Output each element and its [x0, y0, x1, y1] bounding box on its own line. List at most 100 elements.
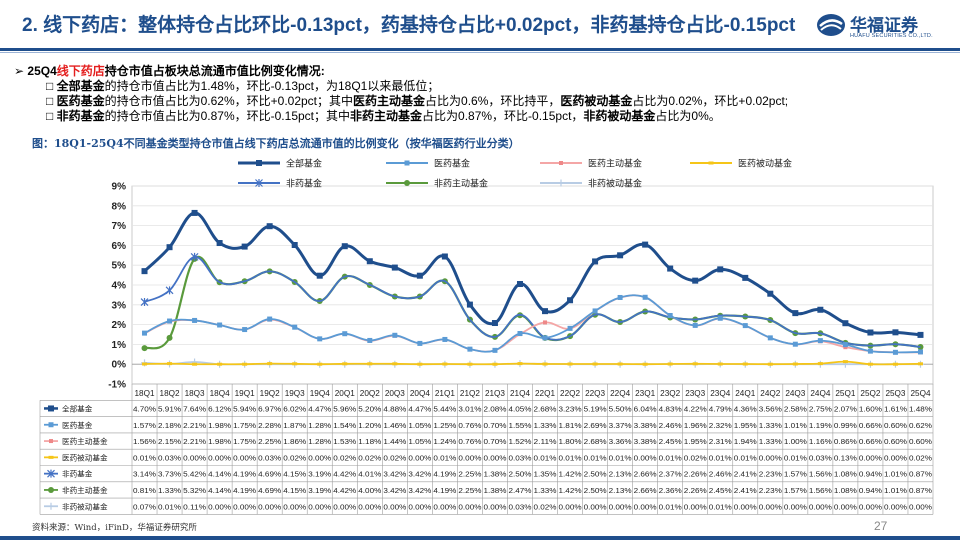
- y-tick-label: 4%: [112, 281, 127, 292]
- x-tick-label: 24Q4: [810, 389, 830, 398]
- table-cell-nonmed: 4.69%: [258, 470, 281, 479]
- table-cell-nonmed_active: 2.36%: [659, 486, 682, 495]
- table-cell-nonmed_active: 4.19%: [433, 486, 456, 495]
- point-all-19Q1: [241, 243, 248, 250]
- bullet-2: □ 医药基金的持仓市值占比为0.62%，环比+0.02pct；其中医药主动基金占…: [46, 94, 788, 108]
- table-cell-med_passive: 0.01%: [534, 453, 557, 462]
- bullet-main-red: 线下药店: [56, 64, 105, 78]
- x-tick-label: 25Q2: [860, 389, 880, 398]
- table-cell-med_passive: 0.13%: [834, 453, 857, 462]
- point-all-19Q3: [291, 242, 298, 249]
- x-tick-label: 24Q1: [735, 389, 755, 398]
- table-cell-nonmed_passive: 0.01%: [158, 502, 181, 511]
- legend-marker-nonmed_active: [404, 180, 410, 186]
- y-tick-label: 8%: [112, 201, 127, 212]
- table-cell-nonmed_passive: 0.00%: [559, 502, 582, 511]
- table-cell-nonmed_passive: 0.00%: [458, 502, 481, 511]
- table-cell-med_active: 2.45%: [659, 437, 682, 446]
- point-med_passive-20Q4: [417, 362, 423, 366]
- table-cell-nonmed_active: 2.13%: [609, 486, 632, 495]
- table-cell-nonmed_active: 2.23%: [759, 486, 782, 495]
- series-line-nonmed: [144, 255, 921, 348]
- table-cell-nonmed: 1.42%: [559, 470, 582, 479]
- bullet-1-bold: 全部基金: [56, 79, 105, 93]
- table-cell-all: 4.83%: [659, 404, 682, 413]
- table-cell-nonmed_active: 3.42%: [408, 486, 431, 495]
- table-cell-nonmed_active: 1.33%: [158, 486, 181, 495]
- table-cell-nonmed: 1.08%: [834, 470, 857, 479]
- table-cell-all: 5.44%: [433, 404, 456, 413]
- table-cell-med_passive: 0.00%: [458, 453, 481, 462]
- legend-marker-nonmed: [255, 179, 263, 187]
- table-cell-nonmed_active: 2.25%: [458, 486, 481, 495]
- point-med_passive-21Q2: [467, 362, 473, 366]
- checkbox-square-icon: □: [46, 79, 57, 93]
- x-tick-label: 22Q3: [585, 389, 605, 398]
- table-cell-nonmed: 4.19%: [433, 470, 456, 479]
- table-cell-med: 1.96%: [684, 421, 707, 430]
- point-all-25Q2: [867, 329, 874, 336]
- table-cell-med_active: 1.00%: [784, 437, 807, 446]
- table-cell-med_passive: 0.00%: [183, 453, 206, 462]
- table-cell-med: 1.05%: [408, 421, 431, 430]
- table-cell-nonmed_passive: 0.02%: [534, 502, 557, 511]
- table-cell-med: 1.46%: [383, 421, 406, 430]
- point-med_passive-20Q1: [342, 362, 348, 366]
- point-med-21Q1: [442, 336, 448, 342]
- legend-label-med: 医药基金: [434, 158, 470, 170]
- table-cell-med_passive: 0.02%: [383, 453, 406, 462]
- point-med_passive-25Q3: [892, 362, 898, 366]
- bullet-arrow-icon: ➢: [14, 64, 28, 78]
- bullet-3-text3: 占比为0%。: [655, 109, 721, 123]
- table-cell-nonmed: 1.35%: [534, 470, 557, 479]
- table-cell-nonmed: 1.38%: [483, 470, 506, 479]
- bullet-3: □ 非药基金的持仓市值占比为0.87%，环比-0.15pct；其中非药主动基金占…: [46, 109, 721, 123]
- point-all-18Q1: [141, 268, 148, 275]
- table-cell-nonmed_active: 1.33%: [534, 486, 557, 495]
- table-cell-nonmed_passive: 0.00%: [834, 502, 857, 511]
- point-all-20Q3: [391, 264, 398, 271]
- footer-bar: [0, 536, 960, 540]
- table-series-name-med_passive: 医药被动基金: [62, 452, 108, 462]
- table-cell-med_passive: 0.00%: [208, 453, 231, 462]
- y-tick-label: 6%: [112, 241, 127, 252]
- table-cell-nonmed_passive: 0.00%: [909, 502, 932, 511]
- point-med_passive-24Q2: [767, 362, 773, 366]
- table-cell-med: 3.37%: [609, 421, 632, 430]
- table-cell-med: 2.69%: [584, 421, 607, 430]
- table-cell-all: 4.22%: [684, 404, 707, 413]
- table-cell-med: 1.55%: [508, 421, 531, 430]
- chart-title: 图：18Q1-25Q4不同基金类型持仓市值占线下药店总流通市值的比例变化（按华福…: [32, 137, 520, 150]
- point-all-20Q1: [341, 243, 348, 250]
- table-cell-nonmed_passive: 0.00%: [859, 502, 882, 511]
- point-all-21Q3: [491, 320, 498, 327]
- table-cell-all: 4.05%: [508, 404, 531, 413]
- table-cell-all: 2.75%: [809, 404, 832, 413]
- table-cell-med_passive: 0.00%: [759, 453, 782, 462]
- table-cell-med_passive: 0.00%: [408, 453, 431, 462]
- table-cell-med_passive: 0.03%: [158, 453, 181, 462]
- point-med_passive-20Q3: [392, 362, 398, 366]
- point-med-22Q2: [567, 325, 573, 331]
- x-tick-label: 19Q3: [285, 389, 305, 398]
- point-med_passive-24Q4: [817, 362, 823, 366]
- point-med_passive-25Q1: [842, 360, 848, 364]
- table-cell-nonmed_active: 0.81%: [133, 486, 156, 495]
- table-cell-med: 1.19%: [809, 421, 832, 430]
- table-cell-med_active: 1.18%: [358, 437, 381, 446]
- table-cell-nonmed_passive: 0.00%: [634, 502, 657, 511]
- point-med-23Q4: [717, 315, 723, 321]
- point-med_passive-25Q4: [917, 362, 923, 366]
- point-all-23Q1: [642, 241, 649, 248]
- page-title: 2. 线下药店：整体持仓占比环比-0.13pct，药基持仓占比+0.02pct，…: [22, 15, 796, 36]
- x-tick-label: 22Q2: [560, 389, 580, 398]
- table-cell-nonmed_passive: 0.00%: [283, 502, 306, 511]
- table-cell-all: 7.64%: [183, 404, 206, 413]
- table-cell-med_passive: 0.03%: [809, 453, 832, 462]
- point-med_passive-19Q2: [267, 362, 273, 366]
- table-cell-med_passive: 0.01%: [584, 453, 607, 462]
- table-cell-nonmed_passive: 0.00%: [784, 502, 807, 511]
- table-cell-med_active: 2.15%: [158, 437, 181, 446]
- point-all-18Q3: [191, 209, 198, 216]
- table-cell-med_passive: 0.02%: [333, 453, 356, 462]
